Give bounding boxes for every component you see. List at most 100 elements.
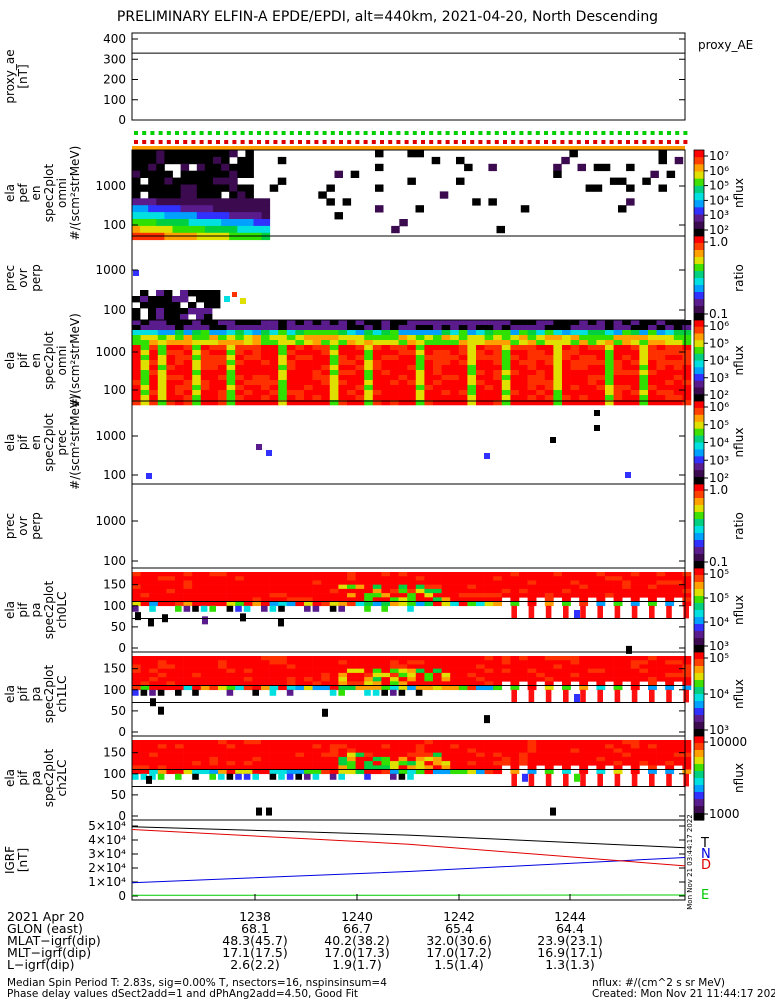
pa-ch1-cell bbox=[132, 656, 141, 661]
epdi-prec-cell bbox=[594, 425, 600, 431]
pa-ch1-cell bbox=[218, 677, 227, 682]
pa-ch1-cell bbox=[544, 672, 554, 678]
pa-ch1-cell bbox=[553, 660, 563, 665]
pa-ch0-cell bbox=[347, 572, 356, 577]
epde-omni-cell bbox=[229, 170, 238, 178]
pa-ch2-cell bbox=[415, 769, 425, 775]
pa-ch0-cell bbox=[295, 572, 305, 577]
epdi-omni-cell bbox=[381, 345, 391, 351]
pa-ch1-cell bbox=[544, 664, 554, 669]
pa-ch2-cell bbox=[157, 761, 167, 766]
pa-ch0-cell bbox=[390, 584, 399, 590]
epde-omni-cell bbox=[585, 184, 595, 192]
epdi-omni-cell bbox=[605, 325, 614, 331]
epde-omni-cell bbox=[618, 205, 627, 213]
epde-omni-tick-label: 1000 bbox=[95, 179, 126, 193]
epde-ratio-cell bbox=[172, 296, 181, 303]
pa-ch0-cell bbox=[269, 584, 279, 590]
pa-ch1-cell bbox=[372, 664, 382, 669]
pa-ch2-cell bbox=[157, 769, 167, 775]
epdi-omni-cell bbox=[355, 365, 365, 371]
status-dot-green bbox=[658, 131, 663, 135]
epdi-omni-cell bbox=[243, 340, 253, 346]
pa-ch2-cell bbox=[501, 748, 511, 753]
pa-ch0-cell bbox=[175, 572, 184, 577]
pa-ch0-cell bbox=[381, 580, 391, 585]
pa-ch1-cell bbox=[536, 668, 546, 674]
pa-ch0-cell bbox=[613, 584, 623, 590]
pa-ch1-cell bbox=[484, 715, 490, 724]
epde-omni-cell bbox=[156, 150, 165, 158]
epdi-omni-cell bbox=[329, 375, 339, 381]
pa-ch0-cell bbox=[312, 572, 322, 577]
pa-ch2-cell bbox=[372, 748, 382, 753]
epdi-omni-cell bbox=[304, 330, 313, 336]
pa-ch0-cell bbox=[519, 572, 528, 577]
epdi-omni-cell bbox=[493, 375, 503, 381]
pa-ch1-cell bbox=[381, 681, 391, 686]
pa-ch1-cell bbox=[450, 664, 460, 669]
pa-ch2-cell bbox=[424, 748, 434, 753]
epdi-omni-cell bbox=[510, 390, 520, 396]
status-dot-red bbox=[257, 140, 261, 144]
epdi-omni-cell bbox=[321, 375, 331, 381]
epdi-omni-cell bbox=[510, 375, 520, 381]
pa-ch1-cell bbox=[536, 660, 546, 665]
epde-omni-cell bbox=[164, 184, 173, 192]
epde-omni-cell bbox=[237, 184, 246, 192]
epdi-omni-cell bbox=[536, 400, 546, 406]
epdi-omni-cell bbox=[536, 355, 546, 361]
epdi-omni-cell bbox=[183, 320, 193, 326]
pa-ch0-cell bbox=[613, 588, 623, 594]
pa-ch2-cell bbox=[441, 756, 451, 762]
epdi-omni-cell bbox=[166, 395, 176, 401]
epdi-omni-cell bbox=[338, 365, 348, 371]
epdi-omni-cell bbox=[484, 395, 494, 401]
pa-ch0-cell bbox=[183, 601, 193, 607]
pa-ch1-cell bbox=[398, 664, 408, 669]
pa-ch0-cell bbox=[140, 584, 150, 590]
pa-ch0-cell bbox=[501, 572, 511, 577]
epdi-omni-cell bbox=[613, 350, 623, 356]
pa-ch1-cell bbox=[596, 664, 606, 669]
pa-ch1-cell bbox=[562, 660, 571, 665]
epdi-omni-cell bbox=[269, 400, 279, 406]
ephemeris-value: 1242 bbox=[443, 909, 475, 924]
pa-ch0-cell bbox=[683, 605, 689, 619]
epdi-omni-cell bbox=[458, 390, 468, 396]
pa-ch1-cell bbox=[329, 689, 337, 696]
pa-ch2-cell bbox=[398, 765, 408, 770]
epdi-omni-cell bbox=[536, 385, 546, 391]
epdi-omni-cell bbox=[441, 340, 451, 346]
pa-ch1-cell bbox=[278, 672, 288, 678]
pa-ch2-cell bbox=[321, 761, 331, 766]
pa-ch0-cell bbox=[510, 580, 520, 585]
epdi-omni-cell bbox=[235, 335, 245, 341]
igrf-frame bbox=[131, 819, 686, 901]
epdi-omni-cell bbox=[424, 390, 434, 396]
epdi-omni-cell bbox=[579, 385, 589, 391]
epde-omni-cell bbox=[196, 156, 206, 165]
pa-ch1-cell bbox=[304, 656, 313, 661]
epdi-omni-cell bbox=[673, 325, 683, 331]
epdi-omni-cell bbox=[587, 320, 597, 326]
pa-ch0-cell bbox=[295, 580, 305, 585]
pa-ch1-cell bbox=[252, 672, 262, 678]
pa-ch1-cell bbox=[639, 672, 649, 678]
epdi-omni-cell bbox=[166, 375, 176, 381]
pa-ch0-cell bbox=[665, 601, 675, 607]
epdi-prec-frame bbox=[131, 400, 686, 485]
pa-ch0-cell bbox=[484, 580, 494, 585]
pa-ch2-cell bbox=[261, 740, 270, 745]
epdi-omni-cell bbox=[183, 390, 193, 396]
pa-ch1-cell bbox=[630, 672, 640, 678]
pa-ch1-cell bbox=[673, 672, 683, 678]
pa-ch0-cell bbox=[665, 593, 675, 598]
pa-ch2-cell bbox=[562, 752, 571, 758]
pa-ch2-cell bbox=[415, 752, 425, 758]
epde-omni-cell bbox=[132, 156, 141, 165]
epdi-omni-cell bbox=[673, 395, 683, 401]
epdi-prec-ylabel: en bbox=[29, 435, 43, 450]
pa-ch0-cell bbox=[329, 601, 339, 607]
epde-ratio-colorbar-seg bbox=[694, 278, 704, 286]
